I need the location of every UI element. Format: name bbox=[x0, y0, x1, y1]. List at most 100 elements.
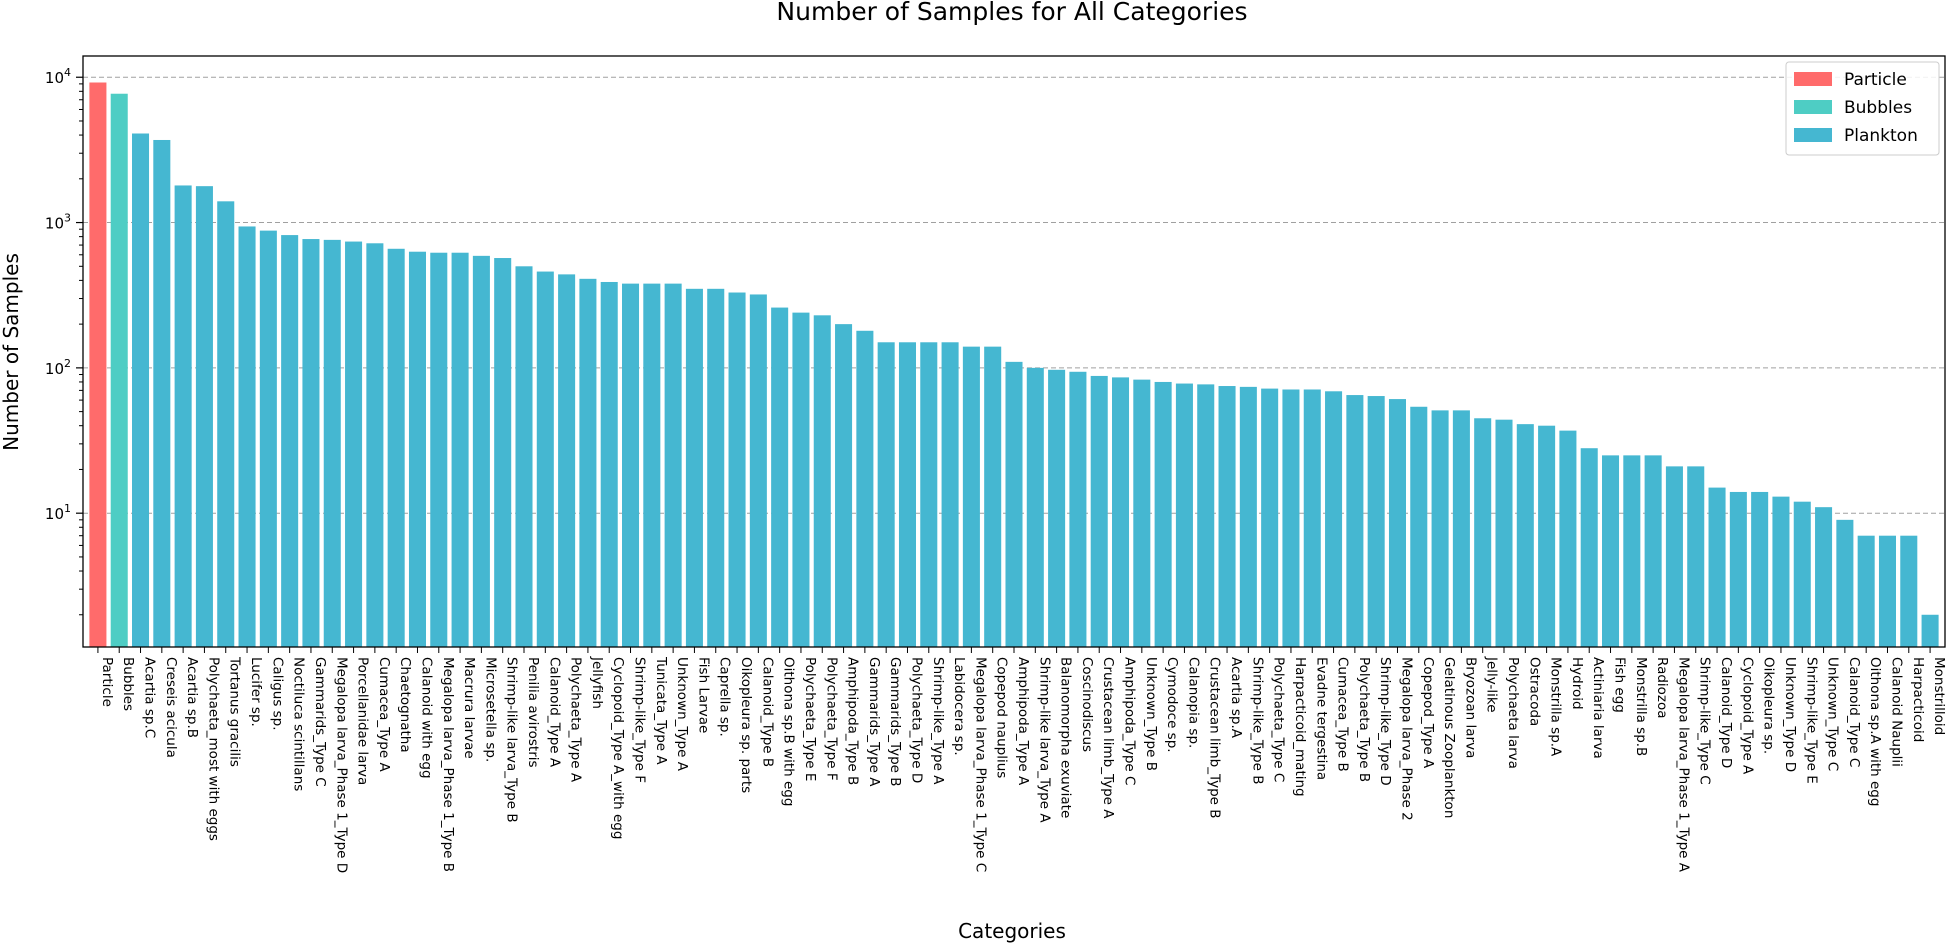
bar-26 bbox=[643, 283, 661, 647]
x-tick-label-74: Megalopa larva_Phase 1_Type A bbox=[1675, 657, 1691, 873]
bar-52 bbox=[1197, 384, 1215, 647]
bar-68 bbox=[1538, 425, 1556, 647]
x-tick-label-10: Gammarids_Type C bbox=[312, 657, 328, 787]
x-tick-label-19: Shrimp-like larva_Type B bbox=[504, 657, 520, 823]
bar-70 bbox=[1580, 448, 1598, 647]
bar-20 bbox=[515, 266, 533, 647]
x-tick-label-59: Polychaeta_Type B bbox=[1356, 657, 1372, 782]
bar-51 bbox=[1175, 383, 1193, 647]
x-tick-label-6: Tortanus gracilis bbox=[227, 656, 243, 767]
bar-64 bbox=[1452, 410, 1470, 647]
x-tick-label-29: Caprella sp. bbox=[717, 657, 733, 737]
x-tick-label-33: Polychaeta_Type E bbox=[802, 657, 818, 781]
bar-41 bbox=[962, 346, 980, 647]
bar-49 bbox=[1133, 379, 1151, 647]
bar-23 bbox=[579, 278, 597, 647]
x-tick-label-68: Monstrilla sp.A bbox=[1548, 657, 1564, 757]
bar-17 bbox=[451, 252, 469, 647]
legend-swatch-0 bbox=[1794, 72, 1832, 86]
x-tick-label-44: Shrimp-like larva_Type A bbox=[1036, 657, 1052, 823]
bar-35 bbox=[835, 324, 853, 647]
y-tick-label-3: 104 bbox=[45, 66, 71, 87]
x-tick-label-39: Shrimp-like_Type A bbox=[930, 657, 946, 785]
bar-19 bbox=[494, 258, 512, 647]
bar-78 bbox=[1751, 491, 1769, 647]
bar-12 bbox=[345, 241, 363, 647]
bar-39 bbox=[920, 342, 938, 647]
bar-9 bbox=[281, 235, 299, 647]
bar-10 bbox=[302, 239, 320, 648]
x-tick-label-30: Oikopleura sp. parts bbox=[738, 657, 754, 793]
y-axis-ticks: 101 102 103 104 bbox=[45, 66, 83, 616]
legend-label-1: Bubbles bbox=[1844, 98, 1912, 118]
legend-swatch-1 bbox=[1794, 100, 1832, 114]
x-tick-label-25: Shrimp-like_Type F bbox=[632, 657, 648, 783]
bar-85 bbox=[1900, 535, 1918, 647]
x-tick-label-47: Crustacean limb_Type A bbox=[1100, 657, 1116, 819]
bar-79 bbox=[1772, 496, 1790, 647]
x-tick-label-34: Polychaeta_Type F bbox=[823, 657, 839, 781]
bar-86 bbox=[1921, 614, 1939, 647]
x-tick-label-51: Calanopia sp. bbox=[1185, 657, 1201, 748]
x-tick-label-49: Unknown_Type B bbox=[1143, 657, 1159, 771]
bar-37 bbox=[877, 342, 895, 647]
bar-59 bbox=[1346, 395, 1364, 647]
x-tick-label-54: Shrimp-like_Type B bbox=[1249, 657, 1265, 784]
x-tick-label-43: Amphipoda_Type A bbox=[1015, 657, 1031, 786]
x-tick-label-61: Megalopa larva_Phase 2 bbox=[1398, 657, 1414, 821]
bar-80 bbox=[1793, 501, 1811, 647]
x-tick-label-12: Porcellanidae larva bbox=[355, 657, 371, 785]
bar-62 bbox=[1410, 406, 1428, 647]
x-tick-label-36: Gammarids_Type A bbox=[866, 657, 882, 787]
bar-57 bbox=[1303, 389, 1321, 647]
x-tick-label-17: Macrura larvae bbox=[461, 657, 477, 759]
x-tick-label-75: Shrimp-like_Type C bbox=[1697, 657, 1713, 785]
x-tick-label-38: Polychaeta_Type D bbox=[908, 657, 924, 783]
x-tick-label-65: Jelly-like bbox=[1484, 656, 1500, 713]
bar-28 bbox=[685, 288, 703, 647]
x-tick-label-18: Microsetella sp. bbox=[482, 657, 498, 762]
bar-18 bbox=[472, 255, 490, 647]
x-tick-label-35: Amphipoda_Type B bbox=[845, 657, 861, 785]
y-tick-label-0: 101 bbox=[45, 502, 71, 523]
y-axis-label: Number of Samples bbox=[0, 253, 23, 451]
x-tick-label-85: Harpacticoid bbox=[1910, 657, 1926, 742]
bar-46 bbox=[1069, 371, 1087, 647]
bar-6 bbox=[217, 201, 235, 647]
bar-47 bbox=[1090, 375, 1108, 647]
x-tick-label-79: Unknown_Type D bbox=[1782, 657, 1798, 772]
bar-4 bbox=[174, 185, 192, 647]
x-tick-label-72: Monstrilla sp.B bbox=[1633, 657, 1649, 756]
x-tick-label-62: Copepod_Type A bbox=[1420, 657, 1436, 769]
x-tick-label-23: Jellyfish bbox=[589, 656, 605, 709]
bar-14 bbox=[387, 248, 405, 647]
bar-5 bbox=[195, 186, 213, 647]
bar-38 bbox=[898, 342, 916, 647]
x-tick-label-67: Ostracoda bbox=[1526, 657, 1542, 726]
x-tick-label-57: Evadne tergestina bbox=[1313, 657, 1329, 780]
bar-48 bbox=[1112, 377, 1130, 647]
x-tick-label-37: Gammarids_Type B bbox=[887, 657, 903, 787]
x-tick-label-28: Fish Larvae bbox=[695, 657, 711, 733]
x-axis-ticks: Particle Bubbles Acartia sp.C Creseis acicu… bbox=[97, 647, 1947, 873]
x-tick-label-77: Cyclopoid_Type A bbox=[1739, 657, 1755, 775]
x-tick-label-80: Shrimp-like_Type E bbox=[1803, 657, 1819, 784]
x-tick-label-22: Polychaeta_Type A bbox=[568, 657, 584, 783]
bar-16 bbox=[430, 252, 448, 647]
x-tick-label-42: Copepod nauplius bbox=[994, 657, 1010, 778]
x-tick-label-20: Penilia avirostris bbox=[525, 657, 541, 768]
x-tick-label-70: Actiniaria larva bbox=[1590, 657, 1606, 759]
x-tick-label-56: Harpacticoid_mating bbox=[1292, 657, 1308, 797]
bar-65 bbox=[1474, 418, 1492, 647]
bar-66 bbox=[1495, 419, 1513, 647]
bar-73 bbox=[1644, 455, 1662, 647]
x-tick-label-14: Chaetognatha bbox=[397, 657, 413, 753]
x-tick-label-31: Calanoid_Type B bbox=[759, 657, 775, 767]
bar-43 bbox=[1005, 361, 1023, 647]
x-tick-label-11: Megalopa larva_Phase 1_Type D bbox=[333, 657, 349, 873]
bar-50 bbox=[1154, 381, 1172, 647]
x-tick-label-27: Unknown_Type A bbox=[674, 657, 690, 772]
x-tick-label-9: Noctiluca scintillans bbox=[291, 657, 307, 791]
x-tick-label-66: Polychaeta larva bbox=[1505, 657, 1521, 769]
